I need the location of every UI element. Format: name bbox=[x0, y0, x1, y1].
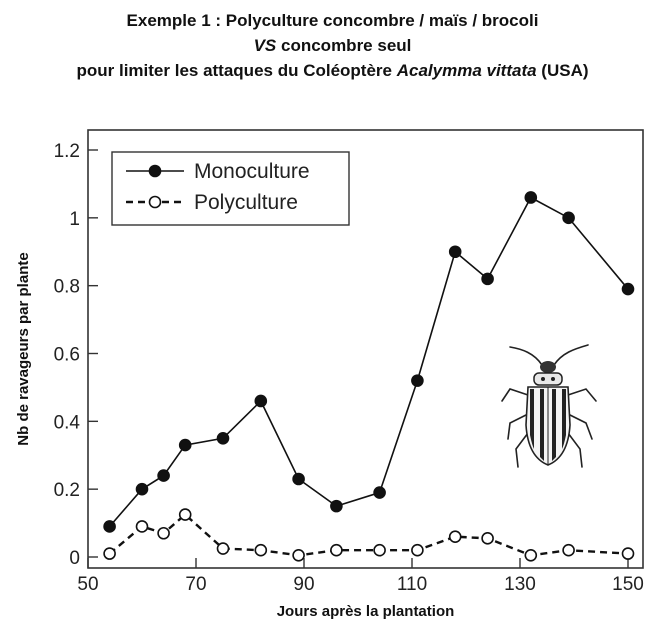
data-point bbox=[621, 547, 635, 560]
title-line-3-start: pour limiter les attaques du Coléoptère bbox=[76, 61, 397, 80]
y-axis-title: Nb de ravageurs par plante bbox=[15, 252, 32, 445]
data-point bbox=[292, 549, 305, 562]
x-tick-label: 110 bbox=[397, 574, 427, 595]
series-polyculture bbox=[103, 508, 635, 562]
legend-box bbox=[111, 151, 350, 226]
plot-frame bbox=[87, 129, 644, 569]
data-point bbox=[524, 549, 538, 562]
data-point bbox=[254, 543, 268, 557]
y-tick-label: 0.6 bbox=[54, 345, 80, 366]
data-point bbox=[103, 547, 116, 560]
axes: 0 0.2 0.4 0.6 0.8 1 1.2 50 70 90 110 130 150 Jours ap… bbox=[15, 129, 644, 620]
legend-label: Polyculture bbox=[194, 191, 298, 214]
series-monoculture bbox=[103, 191, 635, 533]
data-point bbox=[330, 499, 343, 513]
data-point bbox=[135, 482, 149, 496]
title-line-2-rest: concombre seul bbox=[276, 36, 412, 55]
x-tick-label: 70 bbox=[185, 574, 206, 595]
data-point bbox=[103, 520, 116, 533]
y-tick-label: 0.4 bbox=[54, 412, 81, 433]
y-tick-label: 0 bbox=[69, 548, 80, 569]
data-point bbox=[481, 272, 494, 286]
x-tick-label: 50 bbox=[77, 574, 98, 595]
data-point bbox=[621, 282, 635, 296]
data-point bbox=[157, 469, 170, 482]
data-point bbox=[411, 374, 424, 387]
y-tick-label: 1 bbox=[69, 209, 80, 230]
legend-marker bbox=[148, 164, 162, 178]
title-line-3-end: (USA) bbox=[536, 61, 589, 80]
data-point bbox=[373, 543, 386, 557]
data-point bbox=[481, 532, 494, 545]
title-line-1: Exemple 1 : Polyculture concombre / maïs… bbox=[126, 11, 539, 30]
data-point bbox=[373, 486, 386, 499]
data-point bbox=[292, 472, 305, 486]
title-species: Acalymma vittata bbox=[396, 61, 537, 80]
x-axis-title: Jours après la plantation bbox=[277, 603, 455, 620]
data-point bbox=[178, 438, 192, 452]
beetle-icon bbox=[501, 344, 597, 468]
series-layer bbox=[103, 191, 635, 562]
title-vs: VS bbox=[253, 36, 277, 55]
legend: Monoculture Polyculture bbox=[111, 151, 350, 226]
title-line-2: VS concombre seul bbox=[0, 33, 665, 58]
data-point bbox=[411, 543, 424, 557]
data-point bbox=[135, 520, 149, 533]
data-point bbox=[448, 530, 462, 543]
data-point bbox=[330, 543, 343, 557]
x-tick-label: 90 bbox=[293, 574, 314, 595]
data-point bbox=[562, 543, 575, 557]
data-point bbox=[216, 431, 230, 445]
y-tick-label: 1.2 bbox=[54, 141, 80, 162]
chart-title: Exemple 1 : Polyculture concombre / maïs… bbox=[0, 8, 665, 83]
data-point bbox=[254, 394, 268, 408]
y-tick-label: 0.2 bbox=[54, 480, 80, 501]
title-line-3: pour limiter les attaques du Coléoptère … bbox=[0, 58, 665, 83]
data-point bbox=[178, 508, 192, 521]
data-point bbox=[448, 245, 462, 259]
series-line-polyculture bbox=[108, 513, 629, 557]
legend-label: Monoculture bbox=[194, 160, 310, 183]
data-point bbox=[157, 526, 170, 540]
data-point bbox=[562, 211, 575, 225]
legend-marker bbox=[148, 195, 162, 209]
data-point bbox=[216, 542, 230, 555]
y-tick-label: 0.8 bbox=[54, 277, 80, 298]
data-point bbox=[524, 191, 538, 204]
x-tick-label: 150 bbox=[612, 574, 644, 595]
x-tick-label: 130 bbox=[504, 574, 536, 595]
